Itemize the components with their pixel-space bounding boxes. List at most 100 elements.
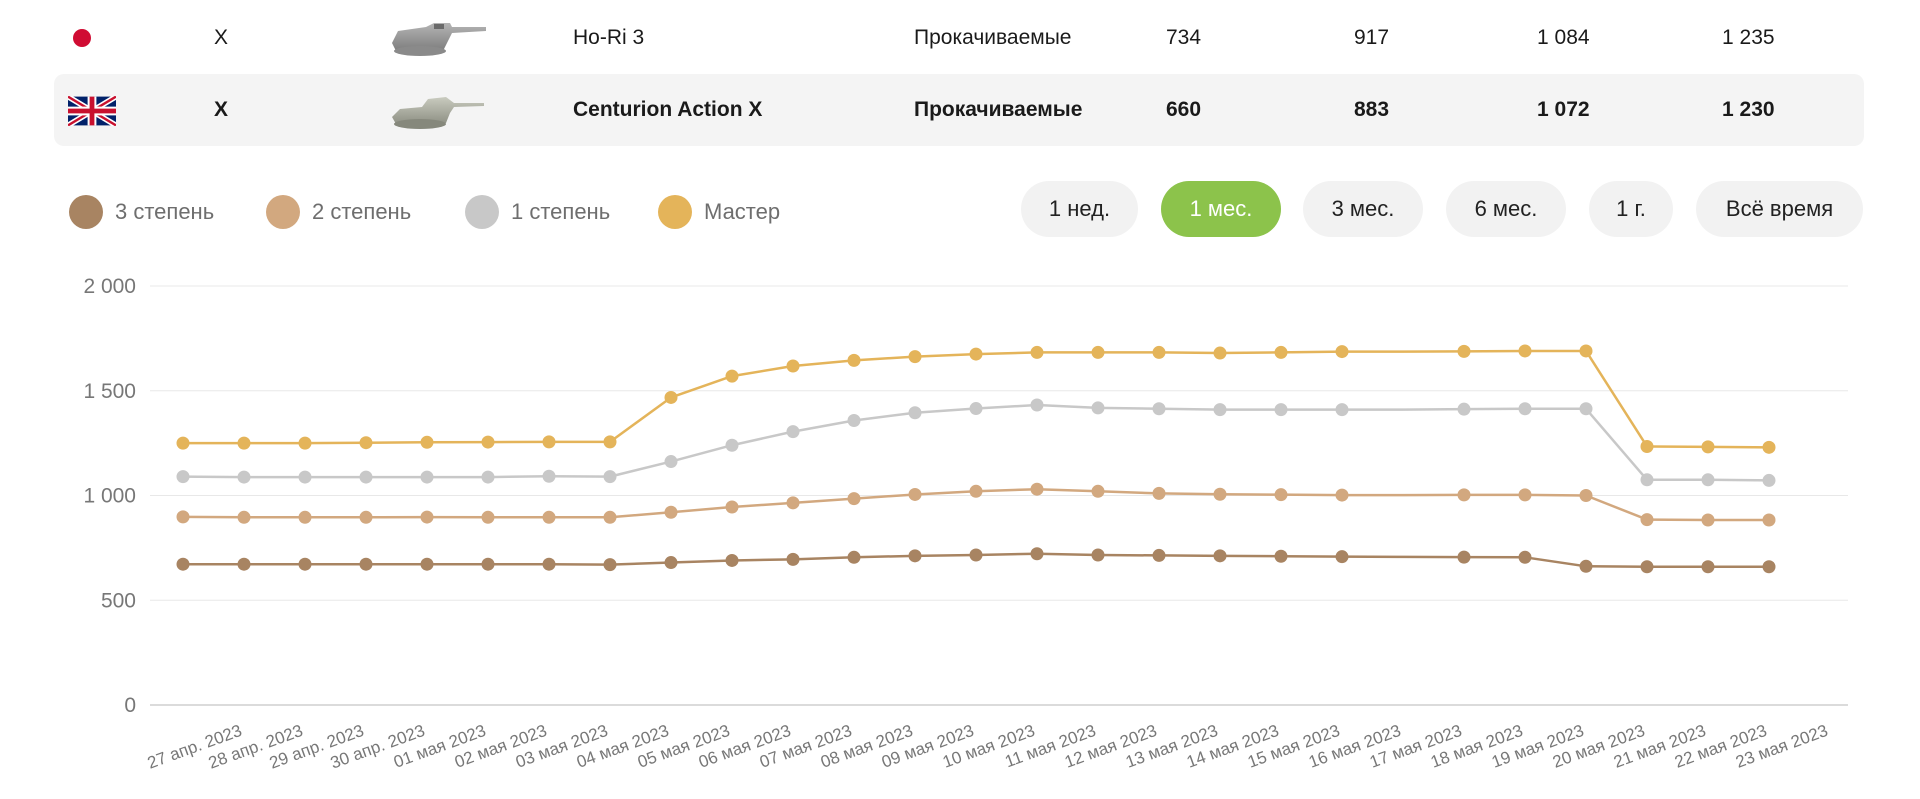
- data-point: [1152, 486, 1166, 500]
- period-1-month-button[interactable]: 1 мес.: [1161, 181, 1281, 237]
- data-point: [1213, 403, 1227, 417]
- data-point: [1213, 346, 1227, 360]
- data-point: [1701, 513, 1715, 527]
- data-point: [1213, 487, 1227, 501]
- data-point: [237, 557, 251, 571]
- data-point: [298, 510, 312, 524]
- data-point: [1762, 440, 1776, 454]
- data-point: [359, 436, 373, 450]
- data-point: [420, 435, 434, 449]
- data-point: [1579, 344, 1593, 358]
- tank-name[interactable]: Centurion Action X: [573, 98, 763, 121]
- data-point: [847, 413, 861, 427]
- data-point: [542, 557, 556, 571]
- y-tick-label: 0: [124, 694, 136, 717]
- data-point: [603, 435, 617, 449]
- data-point: [603, 558, 617, 572]
- data-point: [664, 455, 678, 469]
- uk-flag-icon: [68, 96, 116, 126]
- data-point: [1030, 547, 1044, 561]
- data-point: [969, 347, 983, 361]
- value-2: 917: [1354, 26, 1390, 49]
- data-point: [1274, 549, 1288, 563]
- data-point: [969, 484, 983, 498]
- period-1-year-button[interactable]: 1 г.: [1589, 181, 1673, 237]
- data-point: [1152, 345, 1166, 359]
- data-point: [664, 556, 678, 570]
- value-1: 1 084: [1537, 26, 1590, 49]
- period-1-week-button[interactable]: 1 нед.: [1021, 181, 1138, 237]
- data-point: [847, 550, 861, 564]
- period-6-months-button[interactable]: 6 мес.: [1446, 181, 1566, 237]
- data-point: [1213, 549, 1227, 563]
- data-point: [786, 359, 800, 373]
- data-point: [298, 557, 312, 571]
- chart-series: [176, 344, 1776, 574]
- data-point: [847, 353, 861, 367]
- legend-dot-icon: [465, 195, 499, 229]
- tank-type: Прокачиваемые: [914, 26, 1072, 49]
- series-line: [176, 344, 1776, 454]
- data-point: [420, 470, 434, 484]
- data-point: [1579, 559, 1593, 573]
- data-point: [908, 487, 922, 501]
- data-point: [1335, 550, 1349, 564]
- data-point: [1457, 488, 1471, 502]
- data-point: [176, 557, 190, 571]
- value-3: 734: [1166, 26, 1202, 49]
- data-point: [298, 470, 312, 484]
- legend-dot-icon: [658, 195, 692, 229]
- data-point: [298, 436, 312, 450]
- data-point: [664, 390, 678, 404]
- data-point: [969, 548, 983, 562]
- data-point: [1030, 482, 1044, 496]
- tier-cell: X: [214, 26, 229, 49]
- data-point: [1274, 488, 1288, 502]
- tank-silhouette-icon: [392, 97, 484, 129]
- table-row[interactable]: X Centurion Action X Прокачиваемые 660 8…: [54, 74, 1864, 146]
- data-point: [359, 470, 373, 484]
- period-all-time-button[interactable]: Всё время: [1696, 181, 1863, 237]
- value-master: 1 235: [1722, 26, 1775, 49]
- legend-label: 2 степень: [312, 199, 412, 224]
- data-point: [237, 436, 251, 450]
- tank-type: Прокачиваемые: [914, 98, 1083, 121]
- data-point: [1152, 548, 1166, 562]
- data-point: [542, 510, 556, 524]
- data-point: [1701, 473, 1715, 487]
- chart-grid: [150, 285, 1848, 706]
- tank-name[interactable]: Ho-Ri 3: [573, 26, 645, 49]
- y-axis: 0 500 1 000 1 500 2 000: [83, 275, 136, 717]
- data-point: [176, 470, 190, 484]
- data-point: [481, 470, 495, 484]
- data-point: [481, 435, 495, 449]
- period-3-months-button[interactable]: 3 мес.: [1303, 181, 1423, 237]
- data-point: [1762, 513, 1776, 527]
- data-point: [359, 510, 373, 524]
- data-point: [664, 505, 678, 519]
- data-point: [908, 549, 922, 563]
- data-point: [542, 469, 556, 483]
- table-row[interactable]: X Ho-Ri 3 Прокачиваемые 734 917 1 084 1 …: [54, 2, 1864, 74]
- data-point: [420, 510, 434, 524]
- data-point: [1518, 488, 1532, 502]
- legend-dot-icon: [266, 195, 300, 229]
- data-point: [1030, 398, 1044, 412]
- series-line: [176, 547, 1776, 574]
- data-point: [420, 557, 434, 571]
- series-line: [176, 482, 1776, 527]
- data-point: [1518, 550, 1532, 564]
- data-point: [1701, 440, 1715, 454]
- data-point: [725, 500, 739, 514]
- data-point: [176, 436, 190, 450]
- legend-label: Мастер: [704, 199, 781, 224]
- data-point: [908, 406, 922, 420]
- data-point: [481, 557, 495, 571]
- data-point: [603, 510, 617, 524]
- data-point: [1091, 484, 1105, 498]
- value-master: 1 230: [1722, 98, 1775, 121]
- tank-silhouette-icon: [392, 23, 486, 56]
- data-point: [1457, 402, 1471, 416]
